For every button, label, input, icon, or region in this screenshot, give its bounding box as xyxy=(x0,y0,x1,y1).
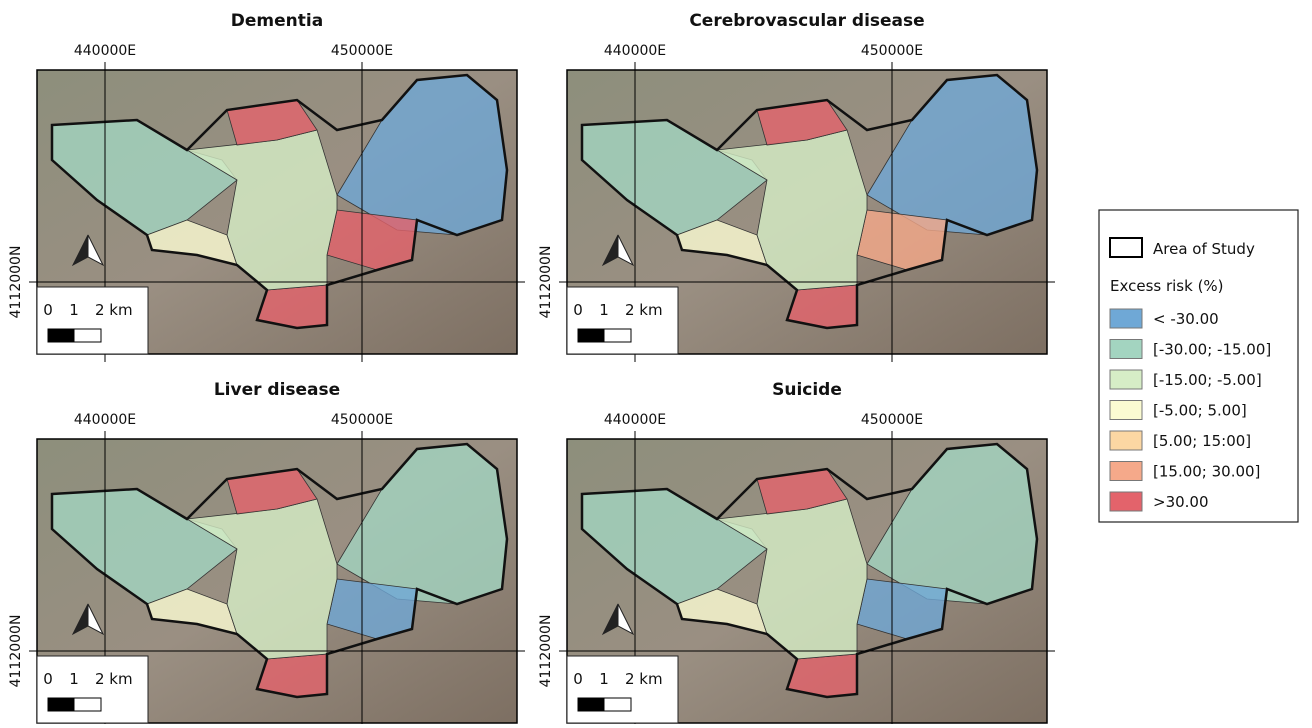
panel-title: Liver disease xyxy=(214,380,340,400)
scale-label: 1 xyxy=(599,301,609,319)
scale-bar xyxy=(604,698,631,711)
y-coord-label: 4112000N xyxy=(8,246,24,319)
scale-label: 2 km xyxy=(625,301,663,319)
y-coord-label: 4112000N xyxy=(538,246,554,319)
scale-bar xyxy=(578,329,604,342)
scale-bar xyxy=(48,698,74,711)
legend-label: [-30.00; -15.00] xyxy=(1153,341,1271,359)
scale-label: 0 xyxy=(573,301,583,319)
x-coord-label: 440000E xyxy=(74,43,136,59)
scale-bar xyxy=(74,329,101,342)
legend-label: >30.00 xyxy=(1153,493,1209,511)
panel-title: Suicide xyxy=(772,380,842,400)
figure: Area of Study Excess risk (%) < -30.00 [-30… xyxy=(0,0,1312,724)
scale-label: 0 xyxy=(573,670,583,688)
scale-bar xyxy=(578,698,604,711)
panel-title: Dementia xyxy=(231,11,323,31)
legend: Area of Study Excess risk (%) < -30.00 [-30… xyxy=(1099,210,1298,522)
scale-bar xyxy=(48,329,74,342)
panel-title: Cerebrovascular disease xyxy=(689,11,924,31)
x-coord-label: 450000E xyxy=(331,43,393,59)
scale-label: 1 xyxy=(599,670,609,688)
legend-label: [-15.00; -5.00] xyxy=(1153,371,1262,389)
legend-label: [-5.00; 5.00] xyxy=(1153,402,1247,420)
legend-swatch xyxy=(1110,370,1142,389)
legend-swatch xyxy=(1110,492,1142,511)
legend-swatch xyxy=(1110,431,1142,450)
legend-label: [5.00; 15:00] xyxy=(1153,432,1251,450)
x-coord-label: 450000E xyxy=(861,412,923,428)
scale-label: 0 xyxy=(43,670,53,688)
x-coord-label: 450000E xyxy=(861,43,923,59)
legend-title: Excess risk (%) xyxy=(1110,277,1224,295)
boundary-swatch xyxy=(1110,238,1142,257)
y-coord-label: 4112000N xyxy=(8,615,24,688)
legend-label: [15.00; 30.00] xyxy=(1153,463,1260,481)
scale-box xyxy=(567,287,678,354)
scale-box xyxy=(37,656,148,723)
scale-label: 1 xyxy=(69,670,79,688)
scale-label: 2 km xyxy=(95,301,133,319)
x-coord-label: 440000E xyxy=(604,412,666,428)
scale-label: 2 km xyxy=(95,670,133,688)
scale-label: 0 xyxy=(43,301,53,319)
x-coord-label: 440000E xyxy=(74,412,136,428)
legend-swatch xyxy=(1110,309,1142,328)
scale-label: 2 km xyxy=(625,670,663,688)
x-coord-label: 450000E xyxy=(331,412,393,428)
scale-box xyxy=(37,287,148,354)
legend-swatch xyxy=(1110,462,1142,481)
legend-boundary: Area of Study xyxy=(1153,240,1255,258)
legend-swatch xyxy=(1110,340,1142,359)
legend-swatch xyxy=(1110,401,1142,420)
scale-box xyxy=(567,656,678,723)
legend-label: < -30.00 xyxy=(1153,310,1219,328)
y-coord-label: 4112000N xyxy=(538,615,554,688)
scale-label: 1 xyxy=(69,301,79,319)
scale-bar xyxy=(604,329,631,342)
scale-bar xyxy=(74,698,101,711)
x-coord-label: 440000E xyxy=(604,43,666,59)
